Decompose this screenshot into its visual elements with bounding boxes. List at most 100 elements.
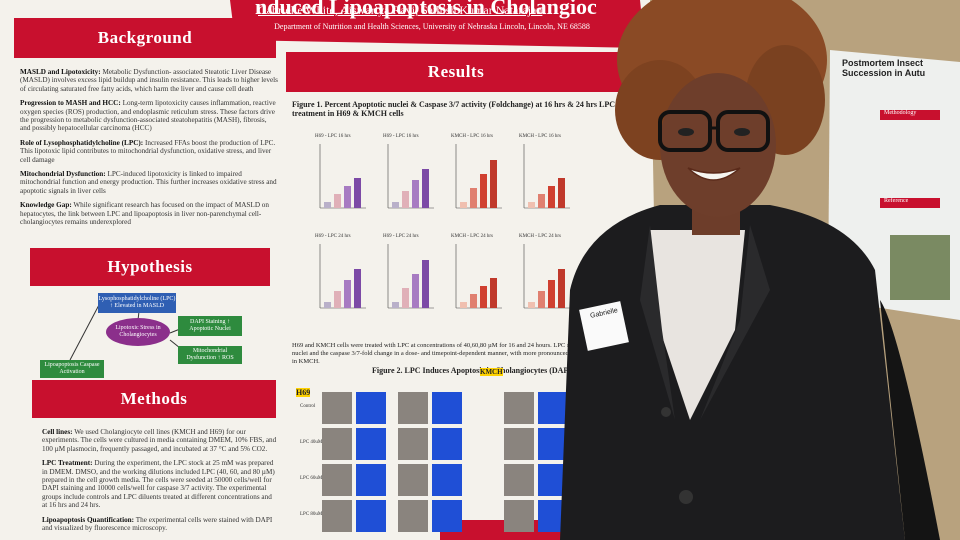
bullet-label: Lipoapoptosis Quantification: [42, 515, 135, 524]
person [560, 0, 940, 540]
decor-bar [528, 202, 535, 208]
bullet-text: Metabolic Dysfunction- associated Steato… [20, 68, 278, 93]
micrograph [432, 464, 462, 496]
panel-title: KMCH - LPC 16 hrs [519, 134, 561, 139]
row-label: LPC 60uM [300, 476, 323, 481]
bullet: Mitochondrial Dysfunction: LPC-induced l… [20, 170, 278, 195]
heading: Hypothesis [107, 257, 193, 276]
bullet-text: Increased FFAs boost the production of L… [20, 138, 276, 164]
panel-title: H69 - LPC 16 hrs [383, 134, 419, 139]
decor-bar [558, 269, 565, 308]
micrograph [398, 392, 428, 424]
decor-bar [538, 194, 545, 208]
decor-bar [470, 188, 477, 208]
row-label: LPC 40uM [300, 440, 323, 445]
node: Lysophosphatidylcholine (LPC) ↑ Elevated… [98, 296, 176, 309]
heading: Methods [120, 389, 188, 408]
section-header [286, 52, 626, 92]
bullet-label: Progression to MASH and HCC: [20, 99, 121, 108]
section-header [14, 18, 276, 58]
row-label: Control [300, 404, 316, 409]
panel-title: KMCH - LPC 16 hrs [451, 134, 493, 139]
micrograph [504, 428, 534, 460]
bullet: LPC Treatment: During the experiment, th… [42, 459, 278, 509]
micrograph [322, 392, 352, 424]
micrograph [432, 428, 462, 460]
bullet-text: LPC-induced lipotoxicity is linked to im… [20, 170, 277, 195]
micrograph [356, 392, 386, 424]
decor-bar [548, 280, 555, 308]
decor-bar [344, 280, 351, 308]
node: Lipoapoptosis Caspase Activation [44, 362, 100, 375]
decor-bar [548, 186, 555, 208]
section-header [30, 248, 270, 286]
bullet-label: Mitochondrial Dysfunction: [20, 170, 106, 179]
micrograph [504, 392, 534, 424]
decor-bar [480, 174, 487, 208]
bullet: Lipoapoptosis Quantification: The experi… [42, 516, 278, 533]
node: Mitochondrial Dysfunction ↑ ROS [186, 348, 234, 361]
side-header [880, 110, 940, 120]
bullet: Role of Lysophosphatidylcholine (LPC): I… [20, 139, 278, 164]
decor-bar [354, 269, 361, 308]
micrograph [432, 392, 462, 424]
decor-bar [324, 202, 331, 208]
decor-bar [324, 302, 331, 308]
affiliation: Department of Nutrition and Health Scien… [274, 22, 590, 31]
micrograph [322, 428, 352, 460]
micrograph [398, 428, 428, 460]
bullet-label: Role of Lysophosphatidylcholine (LPC): [20, 138, 144, 147]
decor-bar [422, 260, 429, 308]
figure-2 [322, 392, 568, 532]
decor-bar [412, 180, 419, 208]
decor-bar [470, 294, 477, 308]
decor-bar [480, 286, 487, 308]
panel-title: H69 - LPC 24 hrs [383, 234, 419, 239]
decor-bar [392, 302, 399, 308]
authors: Gabrielle White, Aiswariya Ravi, Sathish… [258, 3, 543, 17]
cell-line: KMCH [480, 368, 503, 376]
row-label: LPC 80uM [300, 512, 323, 517]
decor-bar [538, 291, 545, 308]
decor-bar [412, 274, 419, 308]
decor-bar [460, 302, 467, 308]
figure-note: H69 and KMCH cells were treated with LPC… [292, 342, 636, 365]
micrograph [504, 500, 534, 532]
bullet: Knowledge Gap: While significant researc… [20, 201, 278, 226]
panel-title: H69 - LPC 16 hrs [315, 134, 351, 139]
bullet-text: The experimental cells were stained with… [42, 515, 273, 533]
title-banner [230, 0, 645, 48]
decor-bar [558, 178, 565, 208]
bullet-text: We used Cholangiocyte cell lines (KMCH a… [42, 428, 277, 453]
bullet-text: During the experiment, the LPC stock at … [42, 459, 275, 510]
panel-title: KMCH - LPC 24 hrs [519, 234, 561, 239]
bullet-label: MASLD and Lipotoxicity: [20, 68, 101, 76]
decor-bar [402, 191, 409, 208]
micrograph [322, 464, 352, 496]
decor-bar [334, 291, 341, 308]
micrograph [504, 464, 534, 496]
hypothesis-diagram [40, 293, 242, 378]
heading: Results [427, 62, 485, 81]
node: Lipotoxic Stress in Cholangiocytes [115, 325, 161, 338]
decor-bar [344, 186, 351, 208]
poster-title: nduced Lipoapoptosis in Cholangioc [255, 0, 597, 19]
micrograph [432, 500, 462, 532]
micrograph [538, 392, 568, 424]
decor-bar [528, 302, 535, 308]
side-title: Postmortem Insect Succession in Autu [842, 58, 926, 78]
decor-bar [490, 278, 497, 308]
micrograph [538, 428, 568, 460]
bullet: MASLD and Lipotoxicity: Metabolic Dysfun… [20, 68, 278, 93]
panel-title: H69 - LPC 24 hrs [315, 234, 351, 239]
micrograph [356, 464, 386, 496]
side-heading: Reference [884, 198, 909, 204]
decor-bar [354, 178, 361, 208]
bullet: Cell lines: We used Cholangiocyte cell l… [42, 428, 278, 453]
bullet-label: LPC Treatment: [42, 459, 93, 468]
side-heading: Methodology [884, 110, 917, 116]
cell-line: H69 [296, 388, 311, 397]
bullet: Progression to MASH and HCC: Long-term l… [20, 99, 278, 133]
